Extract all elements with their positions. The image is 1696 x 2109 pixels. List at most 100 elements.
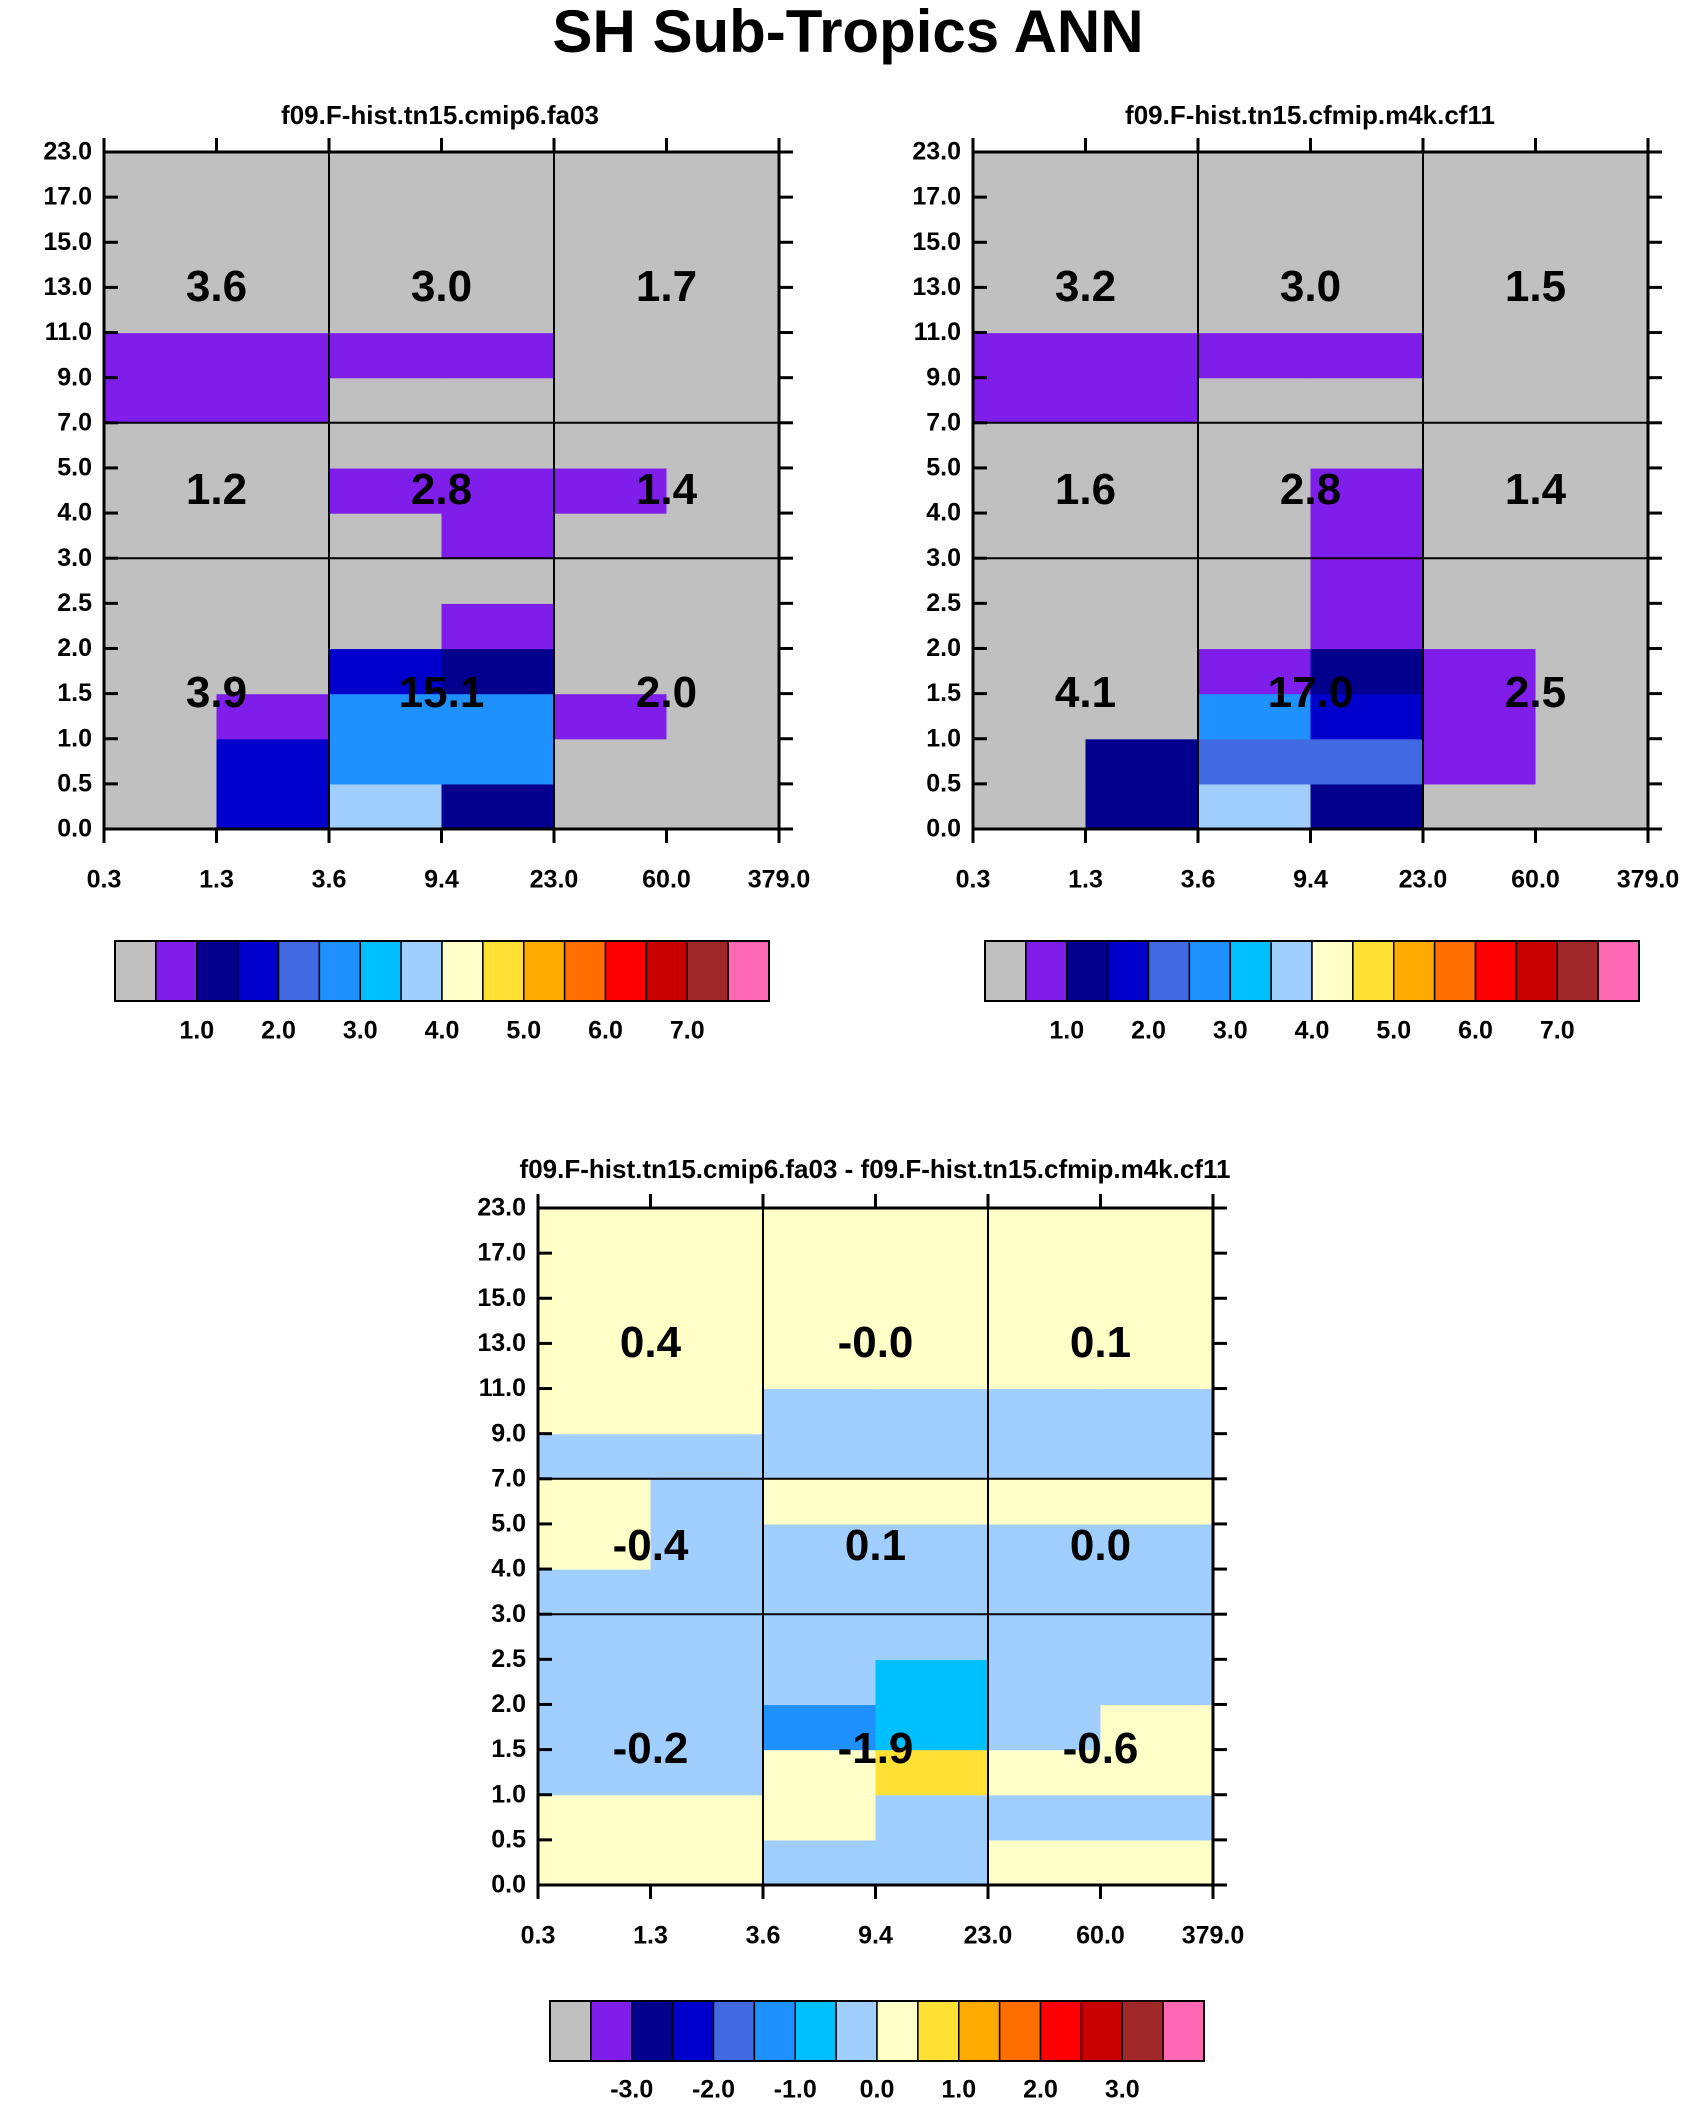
box-value: 2.0	[636, 668, 697, 717]
x-tick-label: 379.0	[1617, 866, 1680, 894]
colorbar-box	[482, 940, 525, 1002]
colorbar-label: 3.0	[1213, 1017, 1248, 1045]
heatmap-cell	[1085, 693, 1199, 740]
heatmap-cell	[538, 1749, 652, 1796]
y-tick-label: 7.0	[57, 408, 92, 436]
heatmap-cell	[1100, 1298, 1214, 1344]
heatmap-cell	[988, 1388, 1102, 1435]
heatmap-cell	[1423, 422, 1537, 469]
heatmap-cell	[1535, 197, 1649, 243]
heatmap-cell	[554, 738, 668, 785]
colorbar-box	[1080, 2000, 1123, 2062]
colorbar-label: -3.0	[610, 2076, 653, 2104]
heatmap-cell	[216, 287, 330, 334]
heatmap-cell	[1085, 377, 1199, 424]
colorbar-box	[917, 2000, 960, 2062]
heatmap-cell	[666, 287, 780, 334]
heatmap-cell	[1423, 467, 1537, 514]
heatmap-cell	[1100, 1208, 1214, 1254]
x-tick-label: 1.3	[633, 1922, 668, 1950]
heatmap-cell	[666, 377, 780, 424]
heatmap-cell	[1535, 467, 1649, 514]
heatmap-cell	[104, 422, 218, 469]
colorbar-box	[563, 940, 607, 1002]
heatmap-cell	[650, 1433, 764, 1480]
y-tick-label: 1.5	[57, 679, 92, 707]
colorbar-box	[686, 940, 729, 1002]
y-tick-label: 23.0	[477, 1194, 526, 1222]
heatmap-cell	[329, 648, 443, 695]
colorbar-label: 5.0	[1376, 1017, 1411, 1045]
heatmap-cell	[441, 377, 555, 424]
y-tick-label: 2.5	[491, 1645, 526, 1673]
heatmap-cell	[875, 1388, 989, 1435]
x-tick-label: 0.3	[521, 1922, 556, 1950]
heatmap-cell	[1100, 1614, 1214, 1660]
colorbar-label: 2.0	[1131, 1017, 1166, 1045]
heatmap-cell	[441, 287, 555, 334]
colorbar-box	[236, 940, 280, 1002]
heatmap-cell	[988, 1523, 1102, 1570]
box-value: 0.0	[1070, 1521, 1131, 1570]
heatmap-cell	[1100, 1433, 1214, 1480]
heatmap-cell	[650, 1569, 764, 1615]
heatmap-cell	[973, 558, 1087, 604]
heatmap-cell	[216, 467, 330, 514]
heatmap-cell	[329, 783, 443, 830]
x-tick-label: 60.0	[642, 866, 691, 894]
heatmap-cell	[1310, 738, 1424, 785]
heatmap-cell	[650, 1839, 764, 1886]
heatmap-cell	[1198, 287, 1312, 334]
colorbar-box	[400, 940, 443, 1002]
heatmap-cell	[666, 603, 780, 650]
heatmap-cell	[763, 1614, 877, 1660]
box-value: 1.4	[636, 465, 698, 514]
heatmap-cell	[538, 1794, 652, 1841]
heatmap-cell	[1535, 558, 1649, 604]
heatmap-cell	[441, 558, 555, 604]
y-tick-label: 15.0	[912, 228, 961, 256]
heatmap-cell	[973, 332, 1087, 379]
heatmap-cell	[1310, 242, 1424, 288]
heatmap-cell	[104, 467, 218, 514]
y-tick-label: 1.5	[491, 1735, 526, 1763]
chart-2: f09.F-hist.tn15.cfmip.m4k.cf11 0.0 0.5 1.0 1…	[912, 100, 1679, 1045]
heatmap-cell	[1198, 558, 1312, 604]
heatmap-cell	[1310, 648, 1424, 695]
box-value: 1.4	[1505, 465, 1567, 514]
heatmap-cell	[538, 1523, 652, 1570]
colorbar-box	[958, 2000, 1001, 2062]
heatmap-cell	[875, 1433, 989, 1480]
colorbar-box	[753, 2000, 796, 2062]
heatmap-cell	[441, 603, 555, 650]
heatmap-cell	[104, 197, 218, 243]
box-value: 4.1	[1055, 668, 1116, 717]
x-tick-label: 3.6	[312, 866, 347, 894]
heatmap-cell	[973, 513, 1087, 559]
heatmap-cell	[650, 1208, 764, 1254]
chart-title: f09.F-hist.tn15.cmip6.fa03 - f09.F-hist.…	[520, 1154, 1231, 1184]
colorbar-label: -2.0	[692, 2076, 735, 2104]
heatmap-cell	[329, 467, 443, 514]
y-tick-label: 9.0	[926, 363, 961, 391]
heatmap-cell	[104, 558, 218, 604]
heatmap-cell	[1423, 377, 1537, 424]
heatmap-cell	[1100, 1388, 1214, 1435]
chart-title: f09.F-hist.tn15.cfmip.m4k.cf11	[1125, 100, 1495, 130]
box-value: 1.6	[1055, 465, 1116, 514]
colorbar-label: 7.0	[670, 1017, 705, 1045]
y-tick-label: 2.0	[926, 634, 961, 662]
colorbar-box	[1597, 940, 1640, 1002]
colorbar-box	[1106, 940, 1150, 1002]
heatmap-cell	[1085, 603, 1199, 650]
heatmap-cell	[554, 197, 668, 243]
colorbar-label: 4.0	[1295, 1017, 1330, 1045]
y-tick-label: 2.5	[57, 589, 92, 617]
heatmap-cell	[763, 1704, 877, 1751]
heatmap-cell	[441, 693, 555, 740]
colorbar-box	[984, 940, 1027, 1002]
heatmap-cell	[875, 1839, 989, 1886]
heatmap-cell	[1085, 242, 1199, 288]
heatmap-cell	[538, 1298, 652, 1344]
